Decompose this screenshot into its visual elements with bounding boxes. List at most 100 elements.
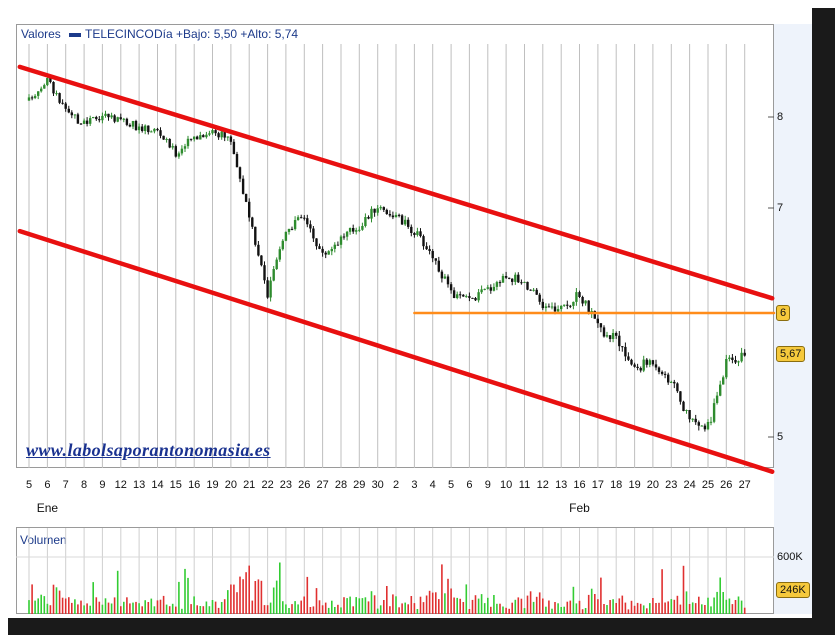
volume-bar — [199, 606, 202, 614]
legend-series-name: TELECINCO — [85, 27, 154, 41]
candle-body — [538, 294, 541, 302]
volume-bar — [31, 584, 33, 614]
x-tick-label: 11 — [518, 479, 531, 491]
candle-body — [703, 425, 707, 430]
x-tick-label: 5 — [448, 479, 455, 491]
candle-body — [633, 364, 636, 367]
volume-bar — [639, 603, 642, 614]
x-tick-label: 17 — [591, 479, 605, 491]
candle-body — [290, 228, 294, 230]
volume-bar — [474, 595, 477, 614]
watermark: www.labolsaporantonomasia.es — [26, 440, 271, 460]
price-panel — [16, 24, 774, 468]
candle-body — [578, 292, 581, 297]
volume-bar — [520, 598, 523, 614]
volume-bar — [743, 607, 746, 614]
candle-body — [654, 364, 658, 368]
volume-bar — [49, 605, 52, 614]
volume-bar — [612, 599, 614, 614]
volume-bar — [615, 603, 617, 614]
candle-body — [541, 301, 544, 309]
volume-bar — [358, 598, 361, 614]
volume-bar — [352, 606, 354, 614]
candle-body — [37, 91, 40, 96]
candle-body — [682, 401, 685, 411]
candle-body — [379, 207, 382, 209]
volume-bar — [633, 605, 636, 614]
volume-bar — [392, 594, 394, 614]
candle-body — [355, 230, 358, 232]
volume-bar — [116, 570, 119, 614]
x-tick-label: 16 — [573, 479, 586, 491]
volume-bar — [673, 599, 676, 614]
candle-body — [342, 236, 346, 238]
candle-body — [532, 289, 535, 291]
volume-bar — [517, 597, 520, 614]
volume-bar — [285, 604, 287, 614]
candle-body — [593, 311, 596, 319]
x-tick-label: 19 — [206, 479, 219, 491]
x-tick-label: 8 — [81, 479, 88, 491]
volume-bar — [77, 604, 79, 614]
volume-bar — [422, 602, 425, 614]
volume-bar — [425, 595, 428, 614]
candle-body — [449, 284, 453, 291]
candle-body — [144, 125, 147, 131]
volume-bar — [107, 602, 110, 614]
candle-body — [303, 217, 306, 219]
candle-body — [419, 231, 422, 237]
candle-body — [131, 121, 135, 127]
x-tick-label: 18 — [610, 479, 623, 491]
candle-body — [700, 425, 703, 427]
candle-body — [569, 305, 572, 307]
volume-bar — [719, 577, 721, 614]
candle-body — [615, 333, 618, 336]
candle-body — [489, 287, 492, 291]
candle-body — [98, 119, 101, 121]
volume-bar — [113, 597, 116, 614]
candle-body — [492, 286, 496, 291]
volume-bar — [459, 598, 461, 614]
candle-body — [193, 136, 196, 140]
volume-bar — [153, 606, 156, 614]
candle-body — [333, 244, 336, 249]
candle-body — [422, 236, 425, 247]
volume-bar — [144, 600, 146, 614]
candle-body — [477, 292, 480, 301]
volume-bar — [535, 596, 538, 614]
candle-body — [382, 207, 385, 210]
x-tick-label: 2 — [392, 479, 400, 491]
volume-bar — [68, 597, 70, 614]
volume-bar — [444, 593, 446, 614]
month-label: Feb — [569, 501, 590, 515]
volume-bar — [447, 578, 449, 614]
candle-body — [189, 138, 193, 140]
candle-body — [679, 391, 682, 402]
candle-body — [544, 306, 548, 308]
volume-bar — [367, 601, 370, 614]
volume-bar — [691, 602, 694, 614]
candle-body — [27, 97, 31, 101]
volume-bar — [661, 569, 663, 614]
volume-bar — [297, 604, 299, 614]
volume-bar — [410, 596, 413, 614]
candle-body — [214, 130, 217, 134]
volume-bar — [260, 580, 263, 614]
volume-bar — [413, 603, 416, 614]
candle-body — [456, 294, 459, 298]
volume-bar — [722, 592, 724, 614]
volume-bar — [150, 598, 153, 614]
volume-bar — [435, 592, 437, 614]
x-tick-label: 30 — [371, 479, 384, 491]
volume-bar — [493, 595, 495, 614]
volume-bar — [441, 564, 443, 614]
volume-bar — [104, 598, 107, 614]
volume-bar — [159, 599, 162, 614]
candle-body — [82, 120, 86, 124]
volume-bar — [156, 600, 159, 614]
y-tick-label: 7 — [777, 202, 784, 214]
candle-body — [397, 214, 401, 216]
volume-bar — [419, 596, 422, 614]
candle-body — [251, 217, 254, 227]
candle-body — [275, 259, 278, 269]
